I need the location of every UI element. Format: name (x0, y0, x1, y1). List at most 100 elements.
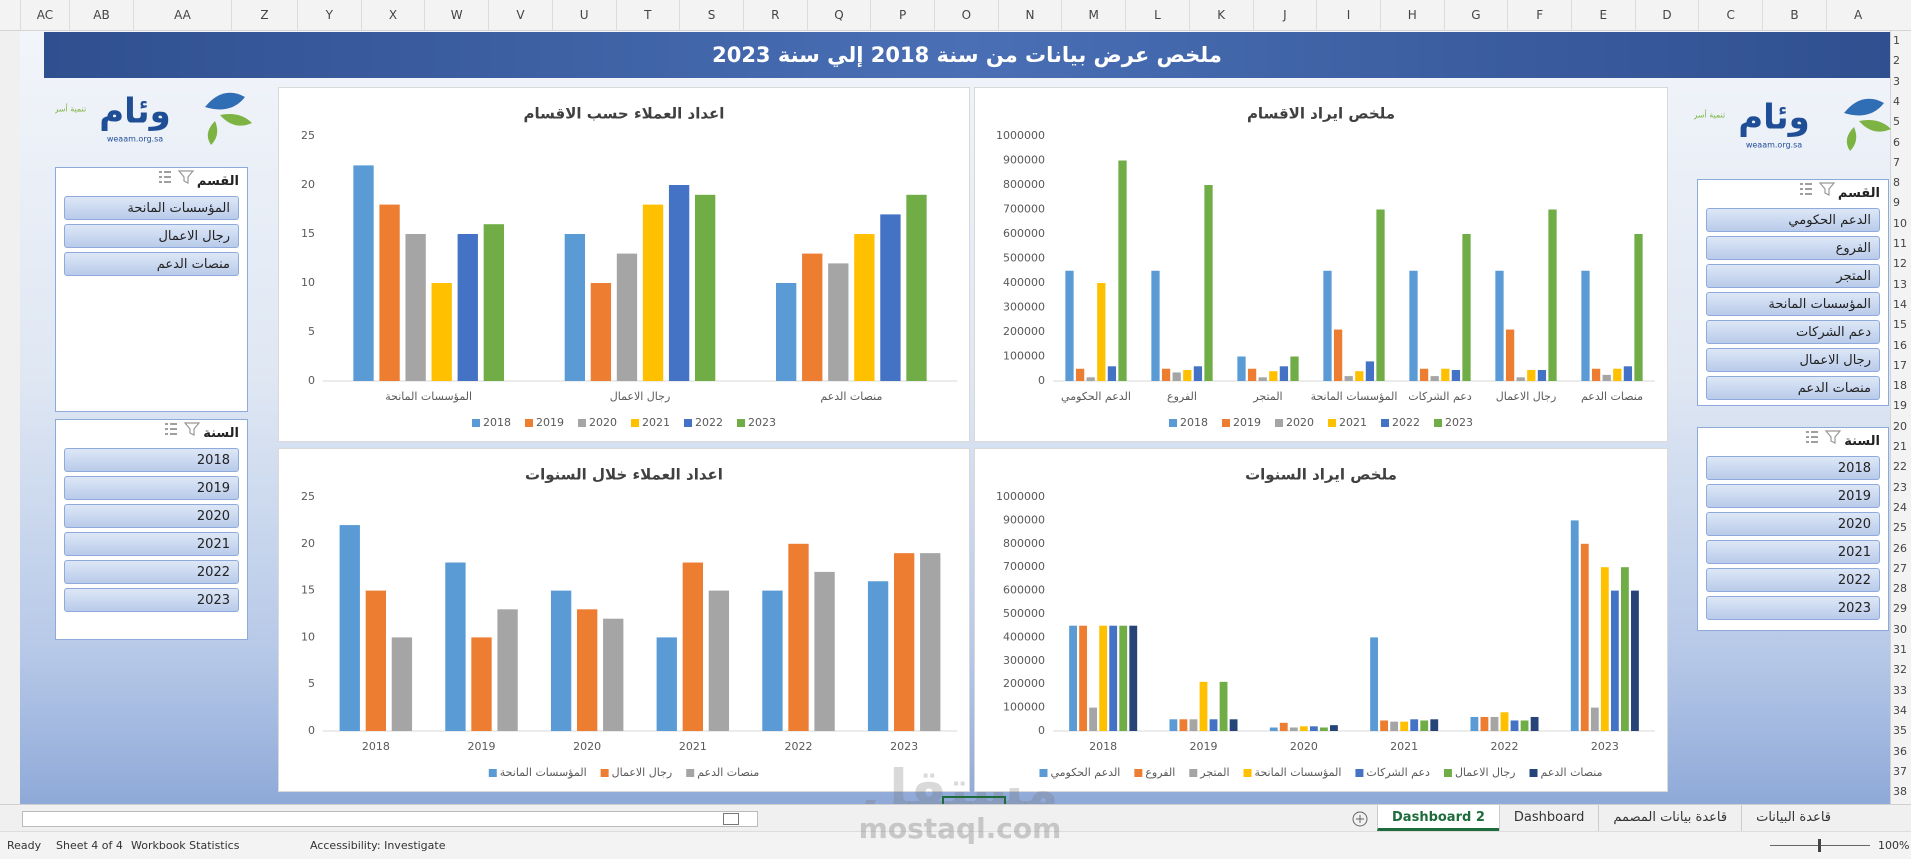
sheet-tab[interactable]: Dashboard (1498, 805, 1599, 831)
status-zoom[interactable]: 100% (1878, 839, 1910, 852)
slicer-item[interactable]: المؤسسات المانحة (64, 196, 239, 220)
column-header[interactable]: K (1188, 0, 1253, 30)
column-header[interactable]: E (1571, 0, 1635, 30)
multi-select-icon[interactable] (1806, 431, 1819, 443)
slicer-item[interactable]: 2021 (64, 532, 239, 556)
slicer-item[interactable]: 2022 (1706, 568, 1880, 592)
row-header[interactable]: 37 (1893, 764, 1907, 778)
row-header[interactable]: 5 (1893, 115, 1900, 129)
row-header[interactable]: 11 (1893, 237, 1907, 250)
row-header[interactable]: 18 (1893, 379, 1907, 393)
column-header[interactable]: Y (297, 0, 361, 30)
row-header[interactable]: 14 (1893, 297, 1907, 311)
column-header[interactable]: R (742, 0, 807, 30)
column-header[interactable]: H (1379, 0, 1444, 30)
column-header[interactable]: T (615, 0, 680, 30)
vertical-scrollbar[interactable] (0, 31, 21, 804)
horizontal-scrollbar[interactable] (22, 811, 758, 827)
slicer-item[interactable]: دعم الشركات (1706, 320, 1880, 344)
column-header[interactable]: L (1125, 0, 1189, 30)
column-header[interactable]: W (424, 0, 488, 30)
row-header[interactable]: 23 (1893, 480, 1907, 494)
row-header[interactable]: 24 (1893, 500, 1907, 514)
column-header[interactable]: C (1698, 0, 1762, 30)
slicer-item[interactable]: 2020 (64, 504, 239, 528)
slicer-item[interactable]: 2020 (1706, 512, 1880, 536)
clear-filter-icon[interactable] (1824, 430, 1842, 444)
row-header[interactable]: 6 (1893, 135, 1900, 149)
slicer-item[interactable]: 2019 (64, 476, 239, 500)
row-header[interactable]: 15 (1893, 318, 1907, 332)
multi-select-icon[interactable] (1799, 183, 1812, 195)
row-header[interactable]: 19 (1893, 399, 1907, 413)
sheet-tab[interactable]: قاعدة البيانات (1741, 805, 1845, 831)
row-header[interactable]: 35 (1893, 724, 1907, 738)
row-header[interactable]: 30 (1893, 622, 1907, 636)
slicer-item[interactable]: رجال الاعمال (64, 224, 239, 248)
clear-filter-icon[interactable] (1818, 182, 1836, 196)
row-header[interactable]: 34 (1893, 703, 1907, 717)
column-header[interactable]: Z (231, 0, 297, 30)
clear-filter-icon[interactable] (183, 422, 201, 436)
column-header[interactable]: J (1252, 0, 1317, 30)
row-header[interactable]: 16 (1893, 338, 1907, 352)
row-header[interactable]: 28 (1893, 582, 1907, 596)
slicer-item[interactable]: الفروع (1706, 236, 1880, 260)
multi-select-icon[interactable] (158, 171, 171, 183)
column-header[interactable]: D (1634, 0, 1699, 30)
slicer-item[interactable]: 2023 (64, 588, 239, 612)
row-header[interactable]: 7 (1893, 155, 1900, 169)
slicer-item[interactable]: رجال الاعمال (1706, 348, 1880, 372)
status-stats[interactable]: Workbook Statistics (131, 839, 240, 852)
column-header[interactable]: P (870, 0, 934, 30)
row-header[interactable]: 13 (1893, 277, 1907, 291)
column-header[interactable]: O (934, 0, 998, 30)
slicer-item[interactable]: الدعم الحكومي (1706, 208, 1880, 232)
column-header[interactable]: I (1316, 0, 1380, 30)
row-header[interactable]: 20 (1893, 419, 1907, 433)
column-header[interactable]: AC (20, 0, 69, 30)
slicer-item[interactable]: 2022 (64, 560, 239, 584)
row-header[interactable]: 36 (1893, 744, 1907, 758)
multi-select-icon[interactable] (165, 423, 178, 435)
row-header[interactable]: 2 (1893, 54, 1900, 68)
column-header[interactable]: X (360, 0, 425, 30)
slicer-item[interactable]: 2018 (1706, 456, 1880, 480)
row-header[interactable]: 33 (1893, 683, 1907, 697)
add-sheet-button[interactable] (1350, 809, 1370, 829)
slicer-item[interactable]: 2018 (64, 448, 239, 472)
row-header[interactable]: 12 (1893, 257, 1907, 271)
column-header[interactable]: AB (69, 0, 133, 30)
scroll-thumb[interactable] (723, 813, 739, 825)
column-header[interactable]: N (997, 0, 1062, 30)
column-header[interactable]: G (1443, 0, 1508, 30)
slicer-item[interactable]: 2019 (1706, 484, 1880, 508)
column-header[interactable]: V (488, 0, 552, 30)
row-header[interactable]: 25 (1893, 521, 1907, 535)
row-header[interactable]: 22 (1893, 460, 1907, 474)
row-header[interactable]: 9 (1893, 196, 1900, 210)
status-accessibility[interactable]: Accessibility: Investigate (310, 839, 446, 852)
row-header[interactable]: 21 (1893, 440, 1907, 453)
clear-filter-icon[interactable] (177, 170, 195, 184)
slicer-item[interactable]: 2021 (1706, 540, 1880, 564)
column-header[interactable]: B (1762, 0, 1826, 30)
row-header[interactable]: 1 (1893, 34, 1900, 47)
slicer-item[interactable]: المتجر (1706, 264, 1880, 288)
row-header[interactable]: 10 (1893, 216, 1907, 230)
row-header[interactable]: 38 (1893, 785, 1907, 799)
row-header[interactable]: 4 (1893, 94, 1900, 108)
column-header[interactable]: A (1825, 0, 1890, 30)
row-header[interactable]: 31 (1893, 643, 1907, 656)
column-header[interactable]: AA (133, 0, 231, 30)
column-header[interactable]: S (679, 0, 743, 30)
slicer-item[interactable]: منصات الدعم (64, 252, 239, 276)
row-header[interactable]: 32 (1893, 663, 1907, 677)
row-header[interactable]: 29 (1893, 602, 1907, 616)
slicer-item[interactable]: 2023 (1706, 596, 1880, 620)
sheet-tab[interactable]: Dashboard 2 (1377, 805, 1499, 831)
zoom-thumb[interactable] (1818, 839, 1821, 852)
column-header[interactable]: Q (806, 0, 871, 30)
slicer-item[interactable]: المؤسسات المانحة (1706, 292, 1880, 316)
column-header[interactable]: F (1507, 0, 1571, 30)
